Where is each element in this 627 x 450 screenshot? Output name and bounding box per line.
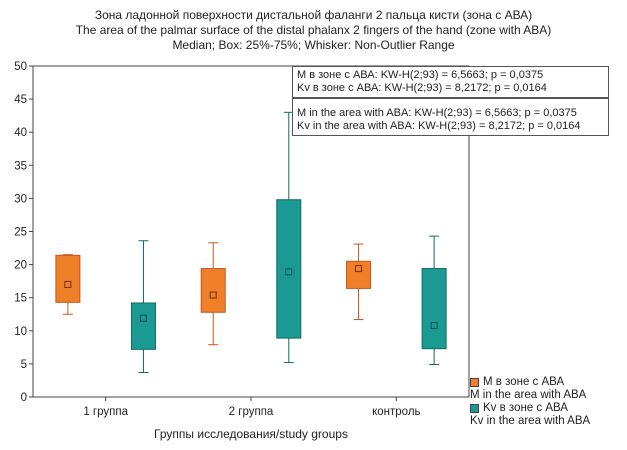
kw-line-kv-en: Kv in the area with ABA: KW-H(2;93) = 8,… — [297, 120, 581, 132]
kw-line-m-en: M in the area with ABA: KW-H(2;93) = 6,5… — [297, 107, 577, 119]
y-tick-label: 35 — [14, 160, 27, 172]
legend-label-kv-en: Kv in the area with ABA — [470, 415, 591, 427]
y-tick-label: 25 — [14, 227, 27, 239]
kw-line-kv-ru: Kv в зоне с АВА: KW-H(2;93) = 8,2172; p … — [297, 82, 547, 94]
median-marker — [139, 314, 147, 322]
y-tick-label: 5 — [21, 359, 27, 371]
legend-swatch-m — [470, 378, 479, 387]
legend-item-m: M в зоне с АВА — [470, 376, 590, 389]
y-tick-label: 45 — [14, 94, 27, 106]
kw-line-m-ru: M в зоне с АВА: KW-H(2;93) = 6,5663; p =… — [297, 69, 544, 81]
y-tick-label: 15 — [14, 293, 27, 305]
x-tick-label: контроль — [372, 406, 420, 418]
y-tick-label: 30 — [14, 193, 27, 205]
iqr-box — [130, 302, 156, 350]
legend-label-m-en: M in the area with ABA — [470, 389, 587, 401]
chart-subtitle: Median; Box: 25%-75%; Whisker: Non-Outli… — [172, 38, 455, 52]
x-axis-label: Группы исследования/study groups — [154, 427, 348, 441]
legend-label-m: M в зоне с АВА — [483, 376, 565, 388]
y-tick-label: 0 — [21, 392, 27, 404]
iqr-box — [421, 268, 447, 350]
median-marker — [430, 322, 438, 330]
chart-title-ru: Зона ладонной поверхности дистальной фал… — [94, 8, 533, 22]
chart-title-en: The area of the palmar surface of the di… — [75, 23, 552, 37]
kw-test-box-en: M in the area with ABA: KW-H(2;93) = 6,5… — [292, 98, 609, 136]
x-axis: 1 группа 2 группа контроль — [83, 397, 421, 418]
legend: M в зоне с АВА M in the area with ABA Kv… — [470, 376, 590, 428]
legend-label-kv: Kv в зоне с АВА — [483, 402, 568, 414]
y-tick-label: 40 — [14, 127, 27, 139]
box-series — [55, 111, 447, 374]
kw-test-box-ru: M в зоне с АВА: KW-H(2;93) = 6,5663; p =… — [292, 66, 609, 98]
median-marker — [209, 291, 217, 299]
y-tick-label: 50 — [14, 61, 27, 73]
legend-item-kv: Kv в зоне с АВА — [470, 402, 590, 415]
median-marker — [355, 265, 363, 273]
y-tick-label: 10 — [14, 326, 27, 338]
x-tick-label: 1 группа — [83, 406, 128, 418]
legend-swatch-kv — [470, 404, 479, 413]
iqr-box — [55, 254, 81, 303]
x-tick-label: 2 группа — [229, 406, 274, 418]
y-axis: 0 5 10 15 20 25 30 35 40 45 50 — [14, 61, 33, 404]
median-marker — [285, 268, 293, 276]
y-tick-label: 20 — [14, 260, 27, 272]
median-marker — [64, 280, 72, 288]
iqr-box — [200, 268, 226, 313]
